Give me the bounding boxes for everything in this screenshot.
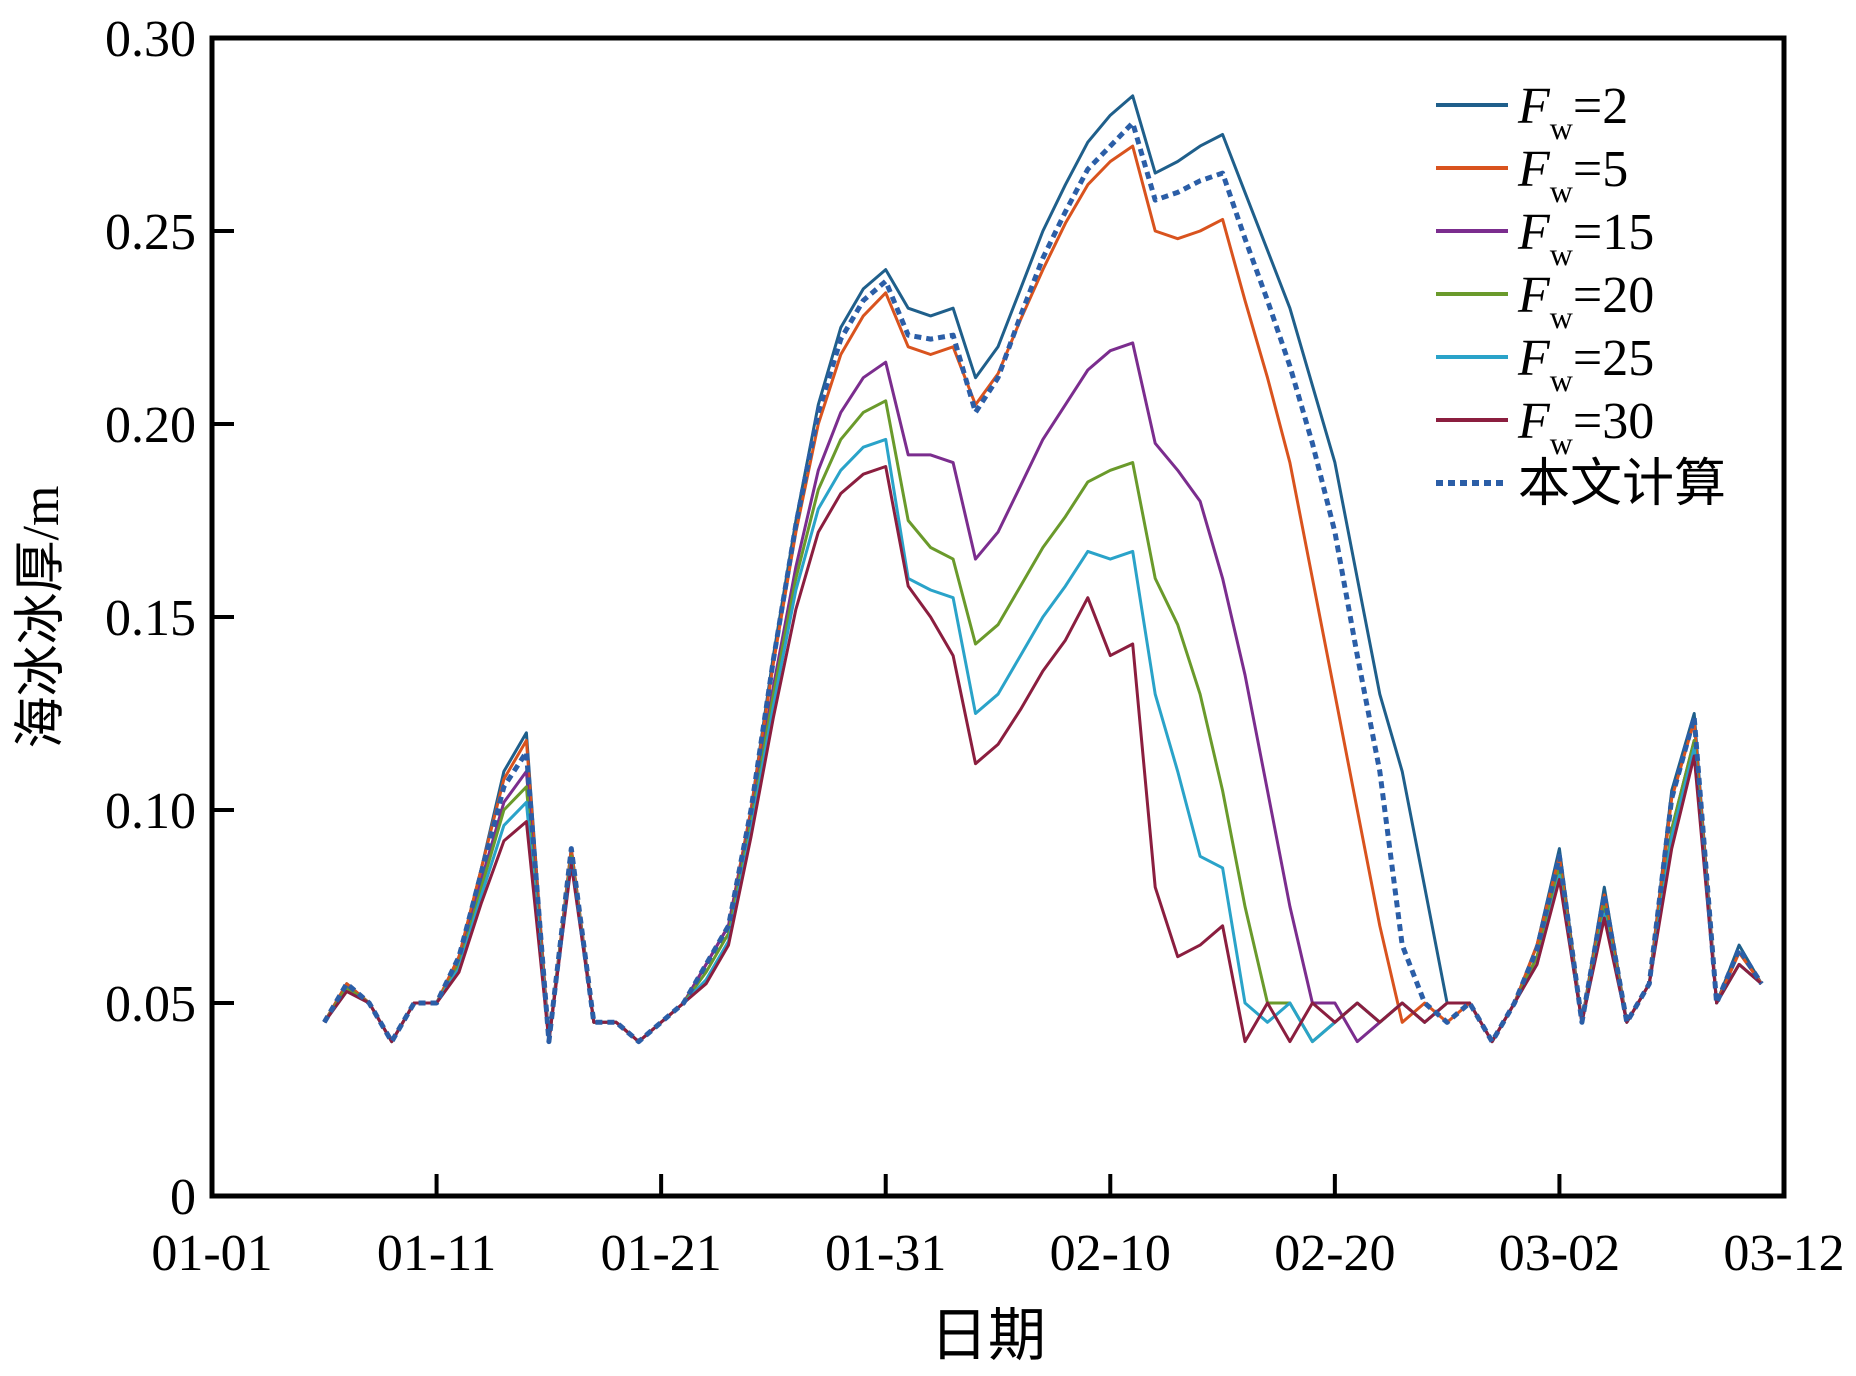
y-axis: 0 0.05 0.10 0.15 0.20 0.25 0.30 [105, 11, 234, 1226]
y-tick-label-5: 0.25 [105, 204, 196, 261]
y-tick-label-6: 0.30 [105, 11, 196, 68]
x-tick-label-1: 01-11 [377, 1225, 496, 1282]
x-tick-label-5: 02-20 [1274, 1225, 1395, 1282]
legend-label-6: 本文计算 [1518, 456, 1726, 513]
x-axis-title: 日期 [930, 1303, 1046, 1368]
y-tick-label-1: 0.05 [105, 976, 196, 1033]
legend-label-4: Fw=25 [1517, 330, 1654, 398]
y-axis-title: 海冰冰厚/m [13, 486, 70, 749]
y-tick-label-4: 0.20 [105, 397, 196, 454]
x-tick-label-2: 01-21 [600, 1225, 721, 1282]
x-tick-label-3: 01-31 [825, 1225, 946, 1282]
x-axis: 01-01 01-11 01-21 01-31 02-10 02-20 03-02 03-12 [151, 1174, 1845, 1282]
series-line-5 [323, 465, 1763, 1044]
x-tick-label-7: 03-12 [1723, 1225, 1844, 1282]
y-tick-label-3: 0.15 [105, 590, 196, 647]
legend-label-1: Fw=5 [1517, 141, 1628, 209]
legend-label-3: Fw=20 [1517, 267, 1654, 335]
x-tick-label-0: 01-01 [151, 1225, 272, 1282]
x-tick-label-4: 02-10 [1050, 1225, 1171, 1282]
series-layer [322, 94, 1764, 1045]
legend-label-5: Fw=30 [1517, 393, 1654, 461]
legend-label-2: Fw=15 [1517, 204, 1654, 272]
y-tick-label-2: 0.10 [105, 783, 196, 840]
series-line-6 [322, 120, 1764, 1045]
legend-label-0: Fw=2 [1517, 78, 1628, 146]
x-tick-label-6: 03-02 [1499, 1225, 1620, 1282]
y-tick-label-0: 0 [170, 1169, 196, 1226]
